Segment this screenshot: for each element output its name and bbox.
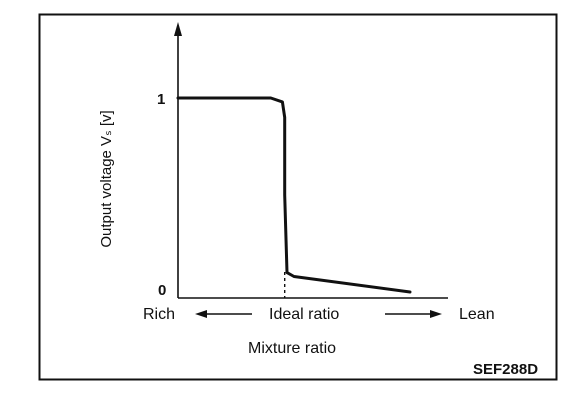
lean-label: Lean <box>459 306 495 323</box>
y-axis-arrowhead <box>174 22 182 36</box>
y-axis-label: Output voltage Vₛ [v] <box>98 110 115 247</box>
series-line <box>176 96 412 294</box>
ideal-ratio-label: Ideal ratio <box>269 306 339 323</box>
y-tick-label-0: 0 <box>158 282 166 299</box>
rich-label: Rich <box>143 306 175 323</box>
y-tick-label-1: 1 <box>157 91 165 108</box>
x-axis-label: Mixture ratio <box>248 340 336 357</box>
rich-arrowhead <box>195 310 207 318</box>
figure-border <box>38 13 558 381</box>
figure-code: SEF288D <box>473 361 538 378</box>
lean-arrowhead <box>430 310 442 318</box>
